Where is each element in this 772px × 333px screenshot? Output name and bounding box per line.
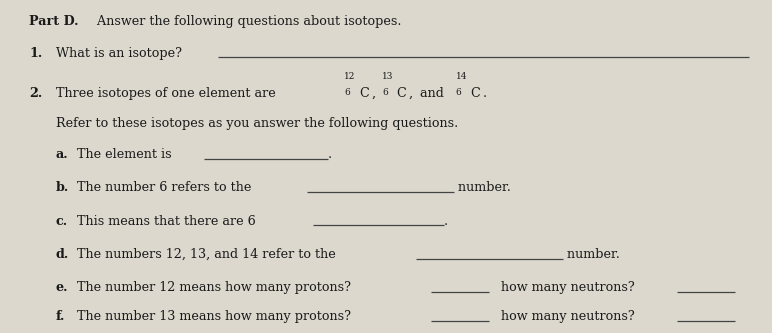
Text: f.: f. [56, 310, 65, 323]
Text: and: and [420, 87, 448, 100]
Text: 2.: 2. [29, 87, 42, 100]
Text: Answer the following questions about isotopes.: Answer the following questions about iso… [93, 15, 401, 28]
Text: Part D.: Part D. [29, 15, 79, 28]
Text: 14: 14 [455, 72, 467, 81]
Text: how many neutrons?: how many neutrons? [489, 310, 635, 323]
Text: .: . [483, 87, 487, 100]
Text: number.: number. [563, 248, 620, 261]
Text: This means that there are 6: This means that there are 6 [77, 215, 260, 228]
Text: 13: 13 [382, 72, 394, 81]
Text: C: C [471, 87, 480, 100]
Text: number.: number. [454, 181, 511, 194]
Text: 12: 12 [344, 72, 356, 81]
Text: What is an isotope?: What is an isotope? [56, 47, 181, 60]
Text: The element is: The element is [77, 148, 176, 161]
Text: 1.: 1. [29, 47, 42, 60]
Text: b.: b. [56, 181, 69, 194]
Text: Three isotopes of one element are: Three isotopes of one element are [56, 87, 279, 100]
Text: The number 13 means how many protons?: The number 13 means how many protons? [77, 310, 351, 323]
Text: 6: 6 [382, 88, 388, 97]
Text: how many neutrons?: how many neutrons? [489, 281, 635, 294]
Text: a.: a. [56, 148, 68, 161]
Text: .: . [328, 148, 332, 161]
Text: c.: c. [56, 215, 68, 228]
Text: ,: , [371, 87, 380, 100]
Text: C: C [397, 87, 407, 100]
Text: ,: , [409, 87, 418, 100]
Text: The number 6 refers to the: The number 6 refers to the [77, 181, 256, 194]
Text: Refer to these isotopes as you answer the following questions.: Refer to these isotopes as you answer th… [56, 117, 458, 130]
Text: e.: e. [56, 281, 68, 294]
Text: .: . [444, 215, 449, 228]
Text: C: C [359, 87, 369, 100]
Text: The numbers 12, 13, and 14 refer to the: The numbers 12, 13, and 14 refer to the [77, 248, 340, 261]
Text: 6: 6 [455, 88, 462, 97]
Text: The number 12 means how many protons?: The number 12 means how many protons? [77, 281, 351, 294]
Text: 6: 6 [344, 88, 350, 97]
Text: d.: d. [56, 248, 69, 261]
